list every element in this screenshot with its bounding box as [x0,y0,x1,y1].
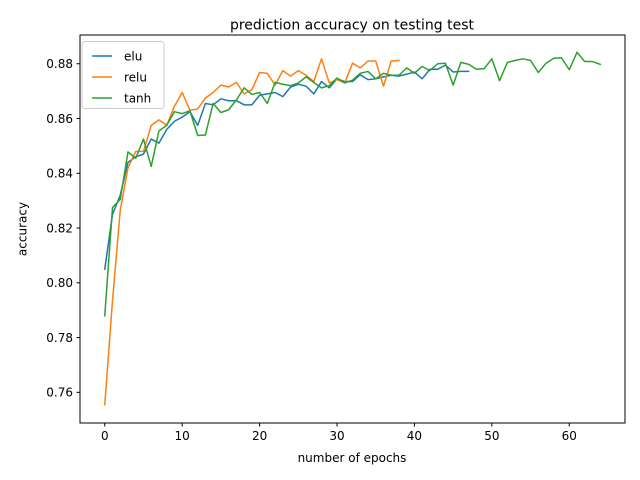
y-tick-label: 0.76 [46,386,73,400]
series-lines [103,51,602,406]
series-line-tanh [103,51,602,317]
y-tick-label: 0.86 [46,112,73,126]
chart-title: prediction accuracy on testing test [230,18,475,34]
plot-area [80,35,625,423]
x-tick-label: 10 [175,429,190,443]
legend: elu relu tanh [81,41,165,109]
y-tick-label: 0.78 [46,331,73,345]
legend-label-elu: elu [124,50,142,64]
x-axis-label: number of epochs [298,451,407,465]
y-tick-label: 0.80 [46,276,73,290]
y-axis-ticks: 0.76 0.78 0.80 0.82 0.84 0.86 0.88 [46,57,80,400]
y-tick-label: 0.82 [46,221,73,235]
x-tick-label: 0 [101,429,109,443]
series-line-relu [103,58,400,406]
x-tick-label: 40 [407,429,422,443]
y-tick-label: 0.88 [46,57,73,71]
y-axis-label: accuracy [16,202,30,256]
y-tick-label: 0.84 [46,167,73,181]
legend-box [81,41,165,109]
series-line-elu [103,64,470,270]
plot-frame [79,34,626,424]
x-tick-label: 50 [484,429,499,443]
x-tick-label: 60 [562,429,577,443]
legend-label-relu: relu [124,71,147,85]
x-tick-label: 30 [329,429,344,443]
legend-label-tanh: tanh [124,92,151,106]
x-axis-ticks: 0 10 20 30 40 50 60 [101,423,577,443]
x-tick-label: 20 [252,429,267,443]
